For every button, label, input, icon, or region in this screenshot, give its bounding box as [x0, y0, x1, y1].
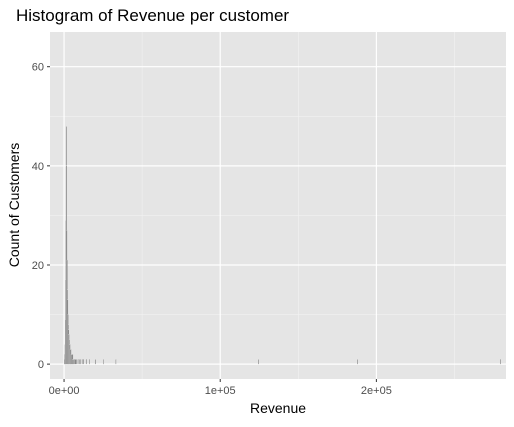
histogram-bar: [89, 359, 91, 365]
y-tick-label: 20: [32, 260, 44, 272]
histogram-bar: [76, 359, 78, 365]
histogram-bar: [77, 359, 79, 365]
plot-panel: [50, 32, 506, 379]
x-tick-label: 1e+05: [205, 385, 236, 397]
x-axis-label: Revenue: [250, 400, 306, 416]
y-axis: 0 20 40 60: [32, 62, 50, 371]
histogram-bar: [103, 359, 104, 365]
chart-title: Histogram of Revenue per customer: [16, 6, 289, 25]
histogram-bar: [257, 359, 259, 365]
histogram-bar: [81, 359, 83, 365]
major-gridlines: [50, 32, 506, 379]
histogram-bar: [74, 359, 76, 365]
y-axis-label: Count of Customers: [6, 143, 22, 268]
histogram-bar: [83, 359, 85, 365]
histogram-bar: [74, 359, 76, 365]
histogram-bar: [73, 359, 74, 365]
histogram-bar: [73, 359, 75, 365]
y-tick-label: 40: [32, 161, 44, 173]
histogram-bar: [356, 359, 358, 365]
y-tick-label: 60: [32, 62, 44, 74]
minor-gridlines: [50, 32, 506, 379]
histogram-bar: [500, 359, 502, 365]
y-tick-label: 0: [38, 359, 44, 371]
histogram-bar: [80, 359, 81, 365]
histogram-bar: [85, 359, 87, 365]
histogram-bars: [63, 126, 502, 365]
histogram-bar: [94, 359, 96, 365]
x-axis: 0e+00 1e+05 2e+05: [49, 379, 392, 397]
x-tick-label: 2e+05: [361, 385, 392, 397]
histogram-bar: [115, 359, 117, 365]
histogram-bar: [75, 359, 77, 365]
histogram-bar: [78, 359, 80, 365]
x-tick-label: 0e+00: [49, 385, 80, 397]
